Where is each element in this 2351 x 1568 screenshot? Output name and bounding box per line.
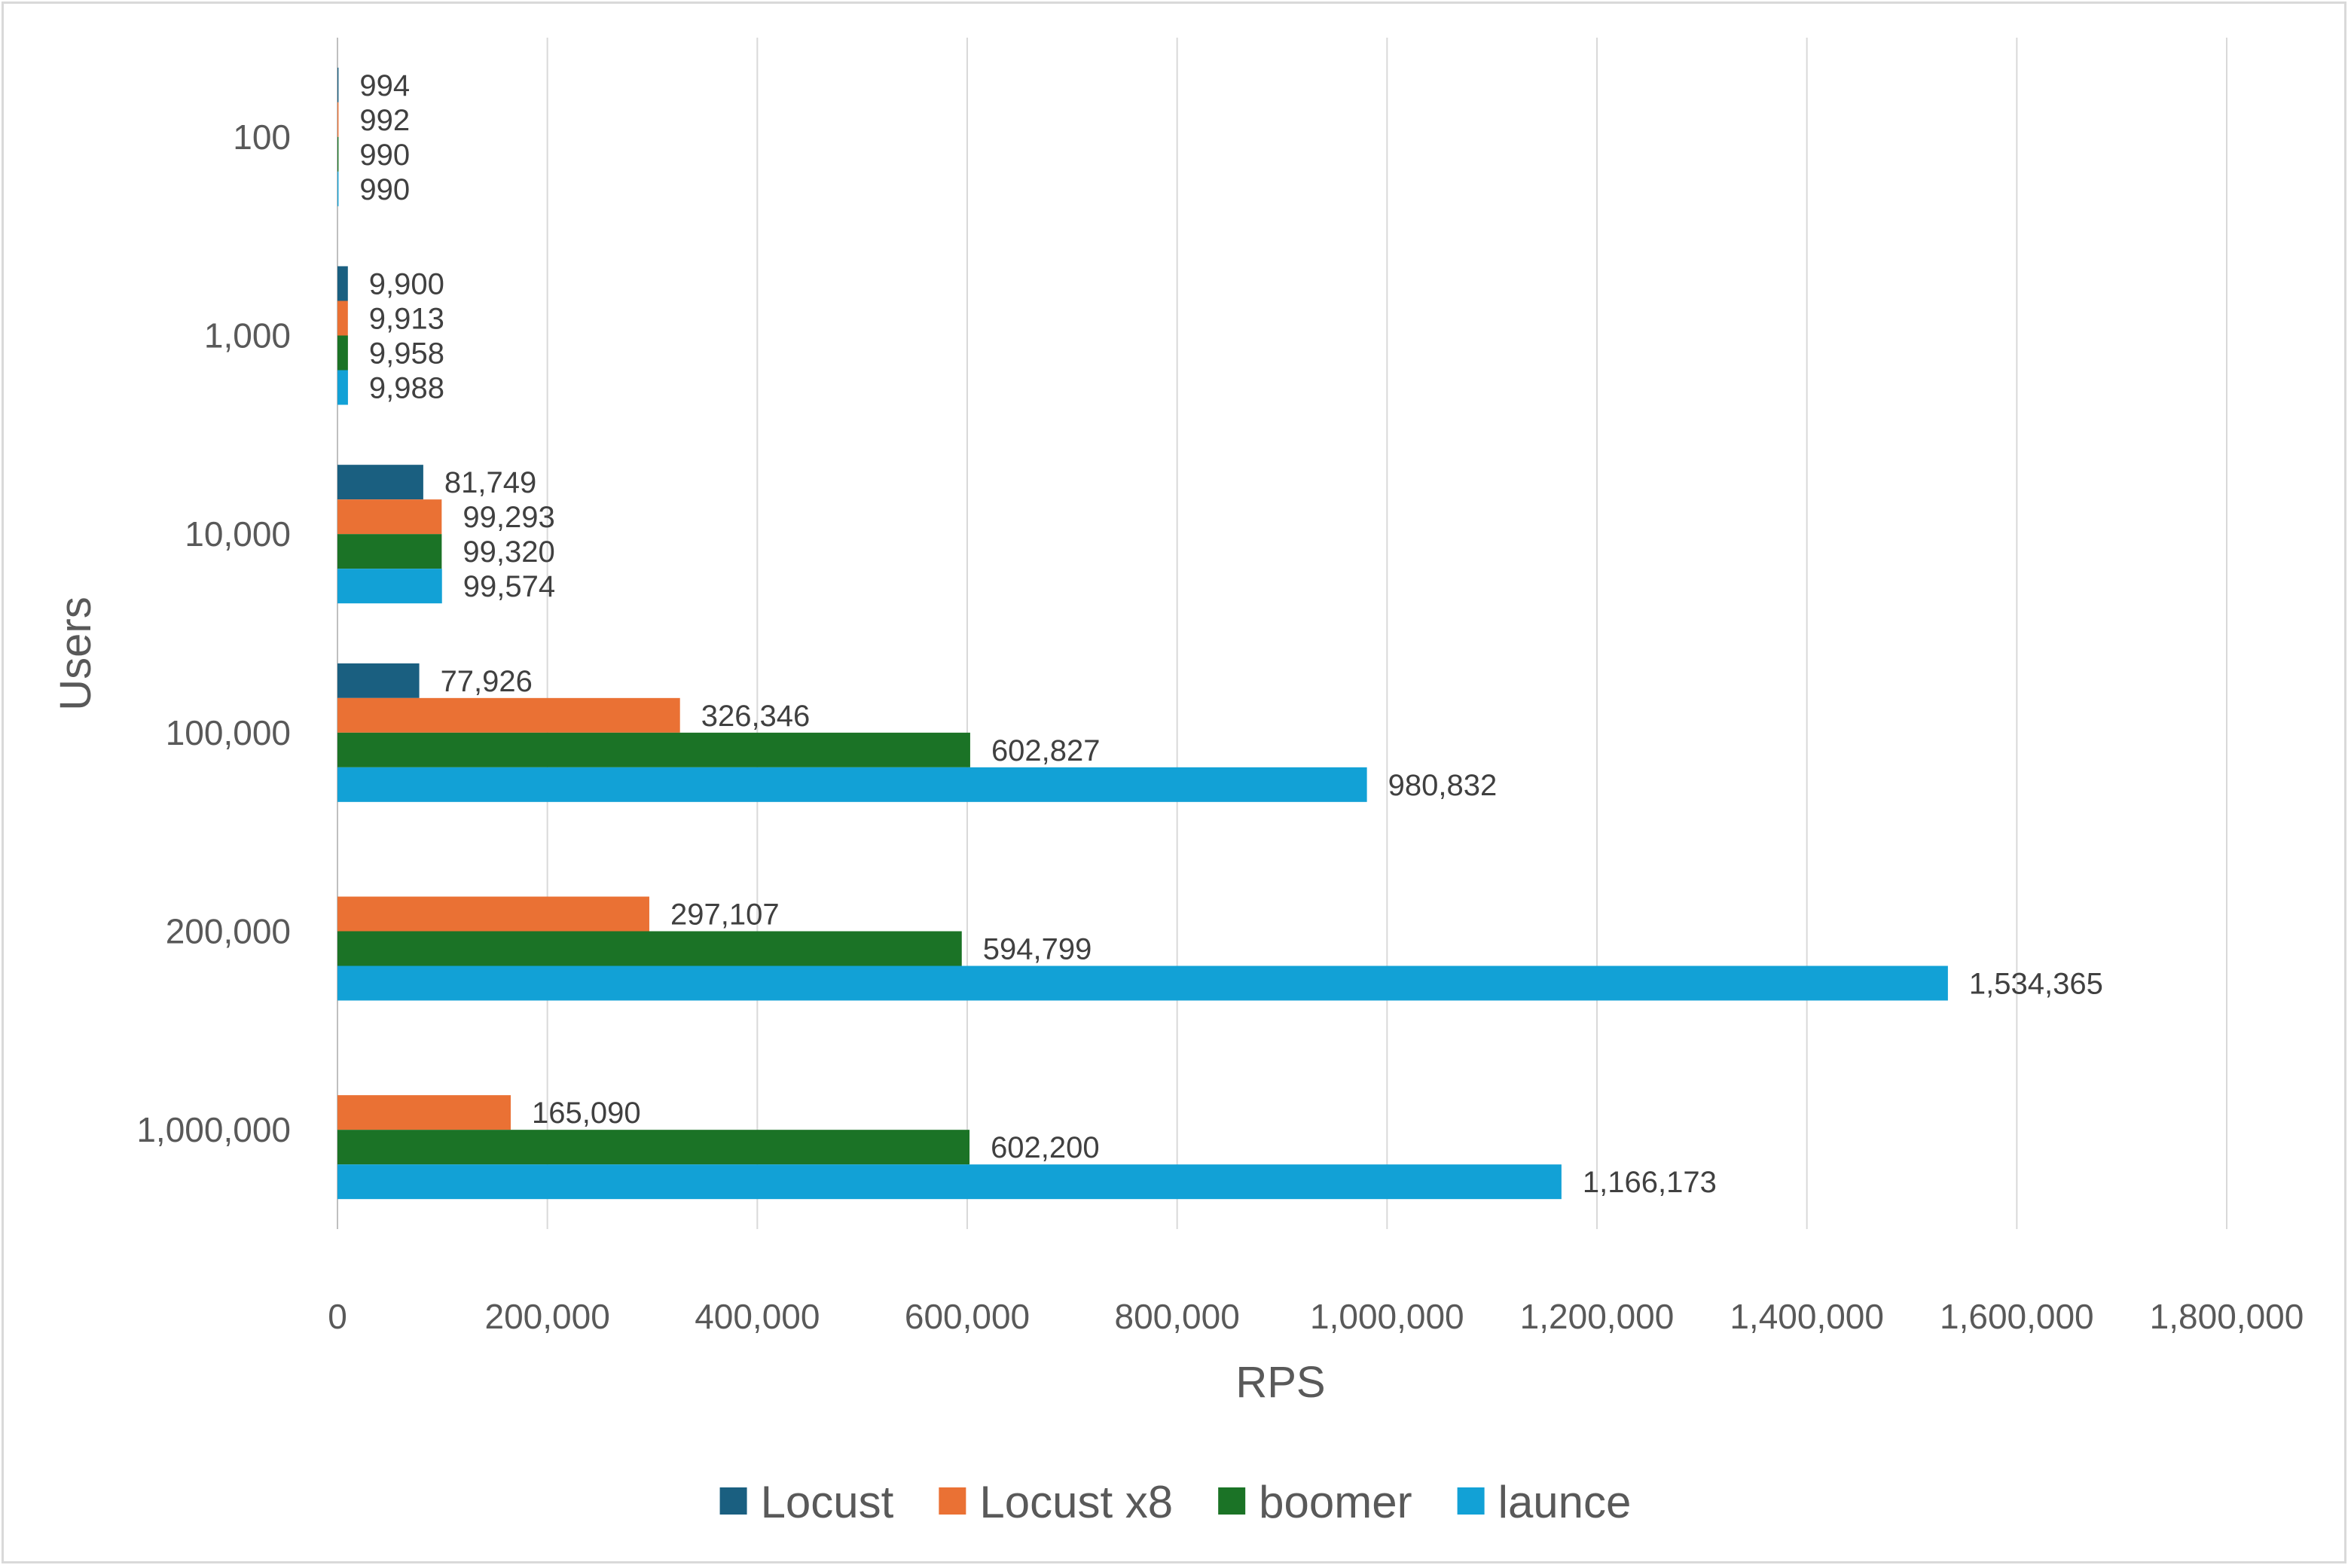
y-category-label: 10,000 [185, 514, 291, 554]
bar [337, 1095, 511, 1130]
data-label: 165,090 [532, 1097, 641, 1130]
bar [337, 896, 649, 932]
bar [337, 569, 442, 604]
bar [337, 767, 1367, 802]
data-label: 9,958 [369, 337, 444, 371]
data-label: 9,913 [369, 303, 444, 336]
bar [337, 966, 1948, 1001]
bar [337, 102, 339, 137]
data-label: 9,900 [369, 268, 444, 301]
y-axis-title: Users [51, 596, 100, 710]
legend-swatch [939, 1487, 966, 1515]
data-label: 980,832 [1388, 769, 1498, 802]
bar [337, 370, 348, 405]
x-tick-label: 600,000 [905, 1297, 1030, 1336]
bar [337, 136, 339, 172]
legend-swatch [1218, 1487, 1246, 1515]
data-label: 297,107 [670, 898, 780, 932]
bar [337, 1164, 1562, 1200]
x-tick-label: 0 [328, 1297, 347, 1336]
data-label: 602,827 [991, 734, 1101, 767]
x-tick-label: 1,200,000 [1520, 1297, 1675, 1336]
legend-swatch [1457, 1487, 1485, 1515]
bar [337, 732, 970, 767]
bar [337, 171, 339, 206]
bar [337, 300, 348, 336]
bar [337, 697, 680, 733]
data-label: 77,926 [441, 665, 533, 698]
x-tick-label: 1,000,000 [1310, 1297, 1464, 1336]
y-category-label: 1,000,000 [136, 1110, 291, 1149]
bar [337, 67, 339, 102]
bar [337, 465, 423, 500]
x-tick-label: 200,000 [485, 1297, 610, 1336]
data-label: 602,200 [991, 1131, 1100, 1164]
data-label: 990 [359, 139, 410, 172]
y-category-label: 100 [233, 117, 291, 157]
bars [337, 67, 1948, 1200]
data-label: 99,320 [463, 535, 554, 569]
data-label: 1,534,365 [1969, 968, 2103, 1001]
x-tick-label: 400,000 [695, 1297, 820, 1336]
x-axis-title: RPS [1235, 1358, 1325, 1407]
data-label: 594,799 [983, 933, 1092, 966]
x-tick-label: 1,800,000 [2150, 1297, 2304, 1336]
legend-swatch [719, 1487, 747, 1515]
gridlines [337, 38, 2227, 1229]
data-label: 81,749 [444, 466, 536, 499]
data-label: 326,346 [701, 700, 811, 733]
bar [337, 335, 348, 371]
data-labels: 9949929909909,9009,9139,9589,98881,74999… [359, 69, 2102, 1199]
bar [337, 663, 420, 698]
legend: Locust Locust x8 boomer launce [719, 1477, 1632, 1527]
bar [337, 1130, 970, 1165]
x-tick-label: 800,000 [1115, 1297, 1240, 1336]
y-axis-categories: 100 1,000 10,000 100,000 200,000 1,000,000 [136, 117, 291, 1149]
x-tick-label: 1,400,000 [1730, 1297, 1884, 1336]
y-category-label: 100,000 [166, 713, 291, 752]
legend-label: launce [1498, 1477, 1632, 1527]
data-label: 9,988 [369, 372, 444, 405]
bar [337, 931, 962, 966]
data-label: 99,293 [463, 501, 554, 534]
legend-label: Locust x8 [979, 1477, 1173, 1527]
y-category-label: 200,000 [166, 912, 291, 951]
data-label: 1,166,173 [1583, 1166, 1717, 1199]
data-label: 994 [359, 69, 410, 102]
x-tick-label: 1,600,000 [1940, 1297, 2094, 1336]
y-category-label: 1,000 [204, 316, 291, 355]
bar [337, 266, 348, 301]
legend-label: boomer [1259, 1477, 1412, 1527]
data-label: 992 [359, 104, 410, 137]
bar [337, 499, 442, 535]
bar [337, 534, 442, 569]
data-label: 99,574 [463, 570, 555, 603]
legend-label: Locust [761, 1477, 894, 1527]
x-axis-ticks: 0 200,000 400,000 600,000 800,000 1,000,000 1,… [328, 1297, 2304, 1336]
data-label: 990 [359, 173, 410, 206]
